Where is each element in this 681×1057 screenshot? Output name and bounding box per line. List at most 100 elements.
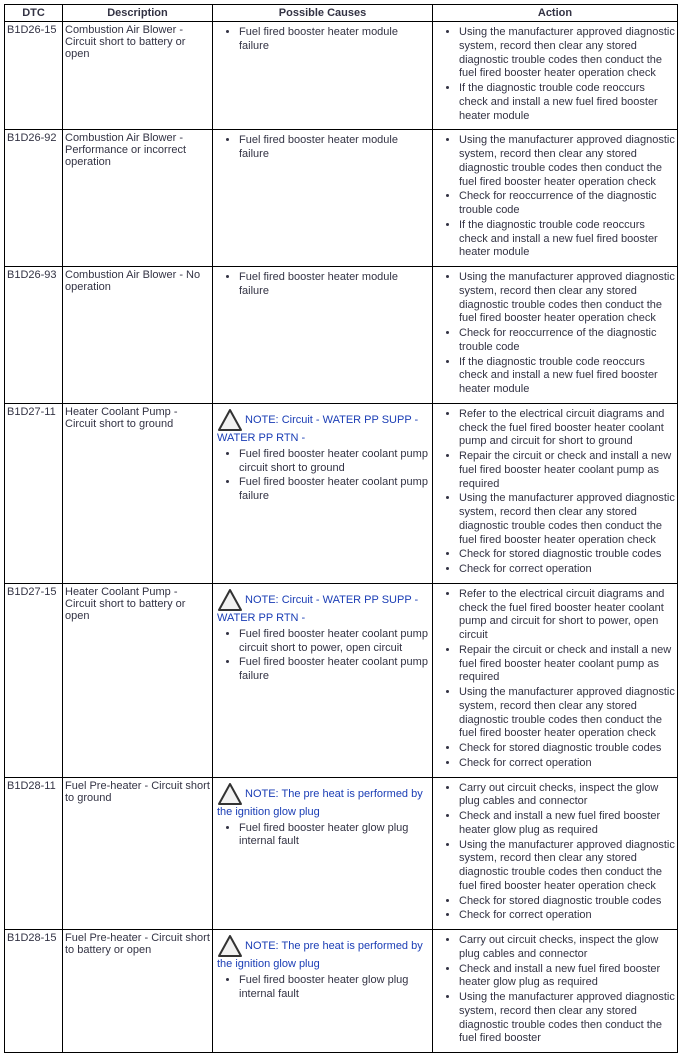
dtc-description: Combustion Air Blower - No operation [63, 267, 213, 404]
actions-list: Refer to the electrical circuit diagrams… [435, 408, 675, 577]
action-item: Using the manufacturer approved diagnost… [459, 991, 675, 1046]
causes-list: Fuel fired booster heater coolant pump c… [215, 448, 430, 504]
note-triangle-icon [217, 588, 243, 612]
cause-item: Fuel fired booster heater glow plug inte… [239, 974, 430, 1002]
cause-item: Fuel fired booster heater coolant pump c… [239, 628, 430, 656]
table-row: B1D28-15Fuel Pre-heater - Circuit short … [5, 930, 678, 1053]
action-item: Carry out circuit checks, inspect the gl… [459, 934, 675, 962]
action-item: If the diagnostic trouble code reoccurs … [459, 219, 675, 260]
action-item: Check for reoccurrence of the diagnostic… [459, 190, 675, 218]
causes-list: Fuel fired booster heater module failure [215, 134, 430, 162]
causes-list: Fuel fired booster heater module failure [215, 26, 430, 54]
dtc-description: Fuel Pre-heater - Circuit short to batte… [63, 930, 213, 1053]
action-item: Check for stored diagnostic trouble code… [459, 742, 675, 756]
header-causes: Possible Causes [213, 5, 433, 22]
action-item: Check for correct operation [459, 563, 675, 577]
dtc-code: B1D26-93 [5, 267, 63, 404]
dtc-code: B1D26-92 [5, 130, 63, 267]
cause-item: Fuel fired booster heater module failure [239, 271, 430, 299]
dtc-code: B1D26-15 [5, 22, 63, 130]
note-triangle-icon [217, 782, 243, 806]
actions-list: Refer to the electrical circuit diagrams… [435, 588, 675, 771]
cause-item: Fuel fired booster heater coolant pump c… [239, 448, 430, 476]
action-item: Check for stored diagnostic trouble code… [459, 895, 675, 909]
dtc-code: B1D28-15 [5, 930, 63, 1053]
action-item: Check and install a new fuel fired boost… [459, 810, 675, 838]
header-action: Action [433, 5, 678, 22]
cause-item: Fuel fired booster heater coolant pump f… [239, 476, 430, 504]
table-row: B1D26-93Combustion Air Blower - No opera… [5, 267, 678, 404]
possible-causes-cell: NOTE: The pre heat is performed by the i… [213, 777, 433, 930]
action-item: Using the manufacturer approved diagnost… [459, 492, 675, 547]
action-item: If the diagnostic trouble code reoccurs … [459, 356, 675, 397]
action-item: Check for reoccurrence of the diagnostic… [459, 327, 675, 355]
action-item: Refer to the electrical circuit diagrams… [459, 588, 675, 643]
dtc-description: Fuel Pre-heater - Circuit short to groun… [63, 777, 213, 930]
possible-causes-cell: Fuel fired booster heater module failure [213, 22, 433, 130]
action-item: Check and install a new fuel fired boost… [459, 963, 675, 991]
cause-item: Fuel fired booster heater module failure [239, 134, 430, 162]
causes-list: Fuel fired booster heater glow plug inte… [215, 822, 430, 850]
dtc-description: Combustion Air Blower - Performance or i… [63, 130, 213, 267]
action-cell: Refer to the electrical circuit diagrams… [433, 583, 678, 777]
note-label: NOTE: [245, 787, 279, 799]
cause-item: Fuel fired booster heater glow plug inte… [239, 822, 430, 850]
dtc-description: Heater Coolant Pump - Circuit short to b… [63, 583, 213, 777]
possible-causes-cell: NOTE: Circuit - WATER PP SUPP - WATER PP… [213, 403, 433, 583]
table-row: B1D28-11Fuel Pre-heater - Circuit short … [5, 777, 678, 930]
table-row: B1D26-15Combustion Air Blower - Circuit … [5, 22, 678, 130]
note-label: NOTE: [245, 940, 279, 952]
action-item: Check for correct operation [459, 757, 675, 771]
action-item: Check for correct operation [459, 909, 675, 923]
action-cell: Using the manufacturer approved diagnost… [433, 130, 678, 267]
action-item: Repair the circuit or check and install … [459, 450, 675, 491]
possible-causes-cell: NOTE: The pre heat is performed by the i… [213, 930, 433, 1053]
action-item: Carry out circuit checks, inspect the gl… [459, 782, 675, 810]
actions-list: Carry out circuit checks, inspect the gl… [435, 934, 675, 1046]
action-cell: Using the manufacturer approved diagnost… [433, 22, 678, 130]
causes-list: Fuel fired booster heater coolant pump c… [215, 628, 430, 684]
note-triangle-icon [217, 934, 243, 958]
action-item: Using the manufacturer approved diagnost… [459, 839, 675, 894]
cause-item: Fuel fired booster heater module failure [239, 26, 430, 54]
action-cell: Refer to the electrical circuit diagrams… [433, 403, 678, 583]
action-item: Using the manufacturer approved diagnost… [459, 134, 675, 189]
note-triangle-icon [217, 408, 243, 432]
dtc-description: Heater Coolant Pump - Circuit short to g… [63, 403, 213, 583]
note-label: NOTE: [245, 414, 279, 426]
note-label: NOTE: [245, 594, 279, 606]
dtc-code: B1D27-11 [5, 403, 63, 583]
table-row: B1D27-15Heater Coolant Pump - Circuit sh… [5, 583, 678, 777]
table-row: B1D27-11Heater Coolant Pump - Circuit sh… [5, 403, 678, 583]
actions-list: Using the manufacturer approved diagnost… [435, 26, 675, 123]
action-item: Refer to the electrical circuit diagrams… [459, 408, 675, 449]
action-item: If the diagnostic trouble code reoccurs … [459, 82, 675, 123]
dtc-table: DTC Description Possible Causes Action B… [4, 4, 678, 1053]
dtc-code: B1D27-15 [5, 583, 63, 777]
header-description: Description [63, 5, 213, 22]
dtc-code: B1D28-11 [5, 777, 63, 930]
table-row: B1D26-92Combustion Air Blower - Performa… [5, 130, 678, 267]
actions-list: Carry out circuit checks, inspect the gl… [435, 782, 675, 924]
action-cell: Carry out circuit checks, inspect the gl… [433, 930, 678, 1053]
causes-list: Fuel fired booster heater module failure [215, 271, 430, 299]
possible-causes-cell: Fuel fired booster heater module failure [213, 267, 433, 404]
dtc-description: Combustion Air Blower - Circuit short to… [63, 22, 213, 130]
causes-list: Fuel fired booster heater glow plug inte… [215, 974, 430, 1002]
note-block: NOTE: Circuit - WATER PP SUPP - WATER PP… [215, 406, 430, 446]
action-item: Repair the circuit or check and install … [459, 644, 675, 685]
actions-list: Using the manufacturer approved diagnost… [435, 134, 675, 260]
note-block: NOTE: The pre heat is performed by the i… [215, 780, 430, 820]
possible-causes-cell: Fuel fired booster heater module failure [213, 130, 433, 267]
cause-item: Fuel fired booster heater coolant pump f… [239, 656, 430, 684]
possible-causes-cell: NOTE: Circuit - WATER PP SUPP - WATER PP… [213, 583, 433, 777]
action-item: Using the manufacturer approved diagnost… [459, 271, 675, 326]
note-block: NOTE: Circuit - WATER PP SUPP - WATER PP… [215, 586, 430, 626]
header-dtc: DTC [5, 5, 63, 22]
table-header-row: DTC Description Possible Causes Action [5, 5, 678, 22]
action-cell: Using the manufacturer approved diagnost… [433, 267, 678, 404]
note-block: NOTE: The pre heat is performed by the i… [215, 932, 430, 972]
action-item: Check for stored diagnostic trouble code… [459, 548, 675, 562]
action-item: Using the manufacturer approved diagnost… [459, 26, 675, 81]
actions-list: Using the manufacturer approved diagnost… [435, 271, 675, 397]
